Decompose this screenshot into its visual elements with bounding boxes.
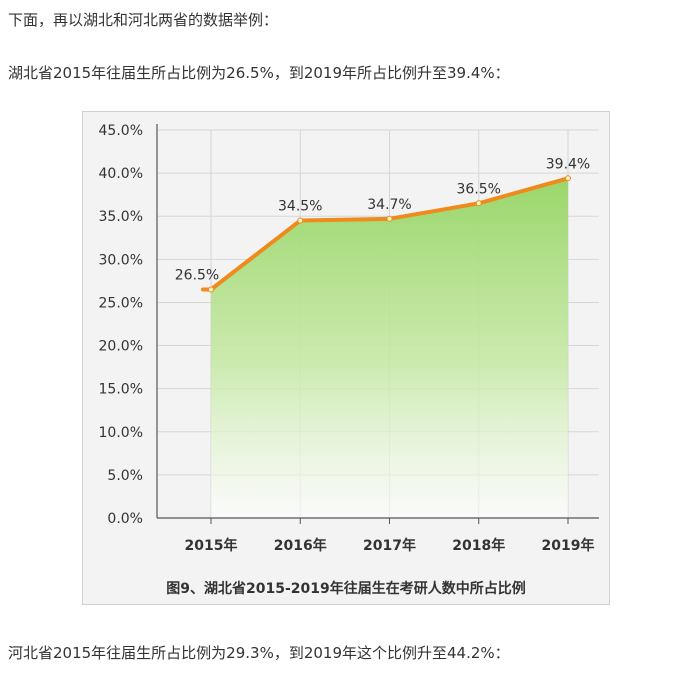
data-label: 39.4% — [546, 156, 590, 172]
y-tick-label: 0.0% — [107, 511, 143, 527]
series-area — [211, 178, 568, 518]
x-tick-label: 2017年 — [363, 537, 416, 554]
data-point — [475, 200, 482, 207]
y-tick-label: 35.0% — [99, 209, 143, 225]
data-point — [386, 215, 393, 222]
hubei-paragraph: 湖北省2015年往届生所占比例为26.5%，到2019年所占比例升至39.4%： — [8, 64, 510, 82]
y-tick-label: 25.0% — [99, 295, 143, 311]
x-tick-label: 2016年 — [274, 537, 327, 554]
data-label: 26.5% — [175, 268, 219, 284]
y-tick-label: 10.0% — [99, 425, 143, 441]
x-tick-label: 2015年 — [185, 537, 238, 554]
x-tick-label: 2018年 — [452, 537, 505, 554]
data-point — [565, 175, 571, 182]
data-label: 34.7% — [367, 197, 411, 213]
hebei-paragraph: 河北省2015年往届生所占比例为29.3%，到2019年这个比例升至44.2%： — [8, 644, 510, 662]
y-tick-label: 40.0% — [99, 166, 143, 182]
data-point — [297, 217, 304, 224]
y-tick-label: 5.0% — [107, 468, 143, 484]
intro-paragraph: 下面，再以湖北和河北两省的数据举例： — [8, 11, 279, 29]
data-label: 36.5% — [457, 181, 501, 197]
figure-caption: 图9、湖北省2015-2019年往届生在考研人数中所占比例 — [166, 581, 526, 597]
data-point — [208, 286, 214, 293]
x-tick-label: 2019年 — [542, 537, 595, 554]
y-tick-label: 15.0% — [99, 382, 143, 398]
y-tick-label: 20.0% — [99, 339, 143, 355]
data-label: 34.5% — [278, 199, 322, 215]
chart-figure: 0.0% 5.0% 10.0% 15.0% 20.0% 25.0% 30.0% 35.0% 40… — [82, 111, 610, 605]
y-tick-label: 45.0% — [99, 123, 143, 139]
line-area-chart: 0.0% 5.0% 10.0% 15.0% 20.0% 25.0% 30.0% 35.0% 40… — [99, 123, 599, 554]
y-tick-label: 30.0% — [99, 252, 143, 268]
